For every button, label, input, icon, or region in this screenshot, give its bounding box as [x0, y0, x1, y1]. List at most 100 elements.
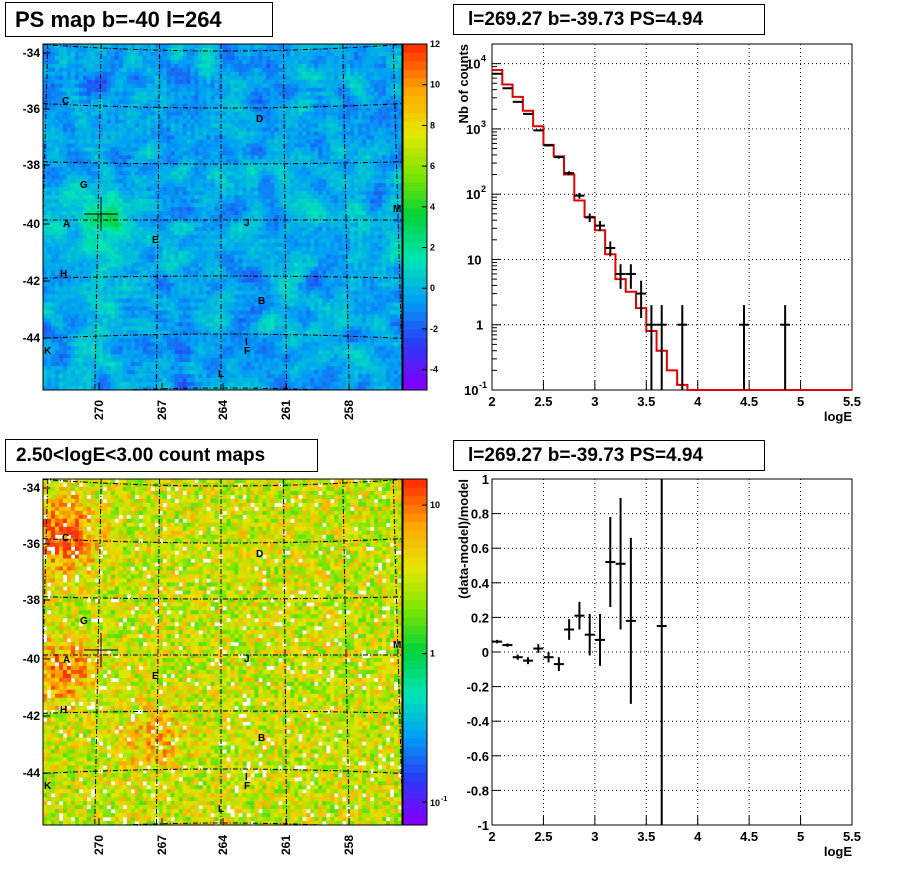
heatmap-cell [166, 119, 171, 124]
heatmap-cell [294, 71, 299, 77]
heatmap-cell [102, 159, 108, 164]
heatmap-cell [334, 63, 339, 69]
heatmap-cell [46, 246, 52, 252]
heatmap-cell [326, 71, 331, 77]
heatmap-cell [202, 250, 207, 256]
heatmap-cell [234, 238, 239, 244]
heatmap-cell [158, 238, 163, 244]
heatmap-cell [114, 199, 120, 204]
heatmap-cell [370, 179, 375, 184]
heatmap-cell [202, 91, 207, 96]
heatmap-cell [182, 203, 187, 208]
heatmap-cell [306, 51, 311, 57]
heatmap-cell [230, 99, 235, 104]
heatmap-cell [138, 139, 144, 144]
heatmap-cell [298, 187, 303, 192]
heatmap-cell [338, 211, 343, 216]
heatmap-cell [118, 67, 124, 73]
heatmap-cell [370, 163, 375, 168]
heatmap-cell [242, 163, 247, 168]
heatmap-cell [202, 131, 207, 136]
heatmap-cell [170, 63, 175, 69]
heatmap-cell [166, 195, 171, 200]
heatmap-cell [62, 47, 68, 53]
heatmap-cell [202, 47, 207, 53]
heatmap-cell [82, 187, 88, 192]
heatmap-cell [106, 159, 112, 164]
heatmap-cell [286, 171, 291, 176]
heatmap-cell [190, 187, 195, 192]
heatmap-cell [194, 71, 199, 77]
heatmap-cell [214, 75, 219, 81]
heatmap-cell [230, 215, 235, 220]
heatmap-cell [310, 99, 315, 104]
heatmap-cell [54, 47, 60, 53]
heatmap-cell [182, 218, 187, 224]
heatmap-cell [150, 123, 155, 128]
heatmap-cell [190, 183, 195, 188]
heatmap-cell [54, 83, 60, 89]
heatmap-cell [206, 67, 211, 73]
heatmap-cell [194, 115, 199, 120]
heatmap-cell [118, 59, 124, 65]
heatmap-cell [82, 135, 88, 140]
heatmap-cell [286, 199, 291, 204]
heatmap-cell [338, 195, 343, 200]
heatmap-cell [306, 246, 311, 252]
heatmap-cell [102, 218, 108, 224]
heatmap-cell [122, 191, 128, 196]
heatmap-cell [50, 75, 56, 81]
heatmap-cell [354, 183, 359, 188]
heatmap-cell [346, 44, 351, 49]
heatmap-cell [78, 187, 84, 192]
heatmap-cell [58, 226, 64, 232]
heatmap-cell [194, 246, 199, 252]
heatmap-cell [102, 187, 108, 192]
heatmap-cell [102, 44, 108, 49]
heatmap-cell [146, 51, 151, 57]
heatmap-cell [350, 79, 355, 85]
heatmap-cell [258, 127, 263, 132]
heatmap-cell [186, 99, 191, 104]
heatmap-cell [318, 171, 323, 176]
heatmap-cell [234, 63, 239, 69]
heatmap-cell [66, 159, 72, 164]
heatmap-cell [66, 187, 72, 192]
heatmap-cell [302, 131, 307, 136]
heatmap-cell [43, 211, 48, 216]
heatmap-cell [118, 215, 124, 220]
heatmap-cell [178, 119, 183, 124]
heatmap-cell [43, 99, 48, 104]
heatmap-cell [378, 67, 383, 73]
heatmap-cell [158, 246, 163, 252]
heatmap-cell [346, 250, 351, 256]
heatmap-cell [90, 91, 96, 96]
heatmap-cell [242, 195, 247, 200]
heatmap-cell [134, 171, 140, 176]
heatmap-cell [326, 103, 331, 108]
heatmap-cell [322, 103, 327, 108]
heatmap-cell [270, 135, 275, 140]
heatmap-cell [158, 67, 163, 73]
heatmap-cell [390, 199, 395, 204]
heatmap-cell [334, 218, 339, 224]
heatmap-cell [262, 207, 267, 212]
heatmap-cell [122, 119, 128, 124]
heatmap-cell [110, 238, 116, 244]
heatmap-cell [118, 159, 124, 164]
heatmap-cell [398, 175, 402, 180]
heatmap-cell [378, 51, 383, 57]
heatmap-cell [210, 226, 215, 232]
heatmap-cell [230, 59, 235, 65]
heatmap-cell [146, 207, 151, 212]
heatmap-cell [374, 159, 379, 164]
heatmap-cell [390, 103, 395, 108]
heatmap-cell [50, 262, 56, 268]
heatmap-cell [366, 103, 371, 108]
heatmap-cell [78, 258, 84, 264]
heatmap-cell [102, 147, 108, 152]
heatmap-cell [46, 183, 52, 188]
heatmap-cell [134, 79, 140, 85]
heatmap-cell [286, 123, 291, 128]
heatmap-cell [182, 211, 187, 216]
